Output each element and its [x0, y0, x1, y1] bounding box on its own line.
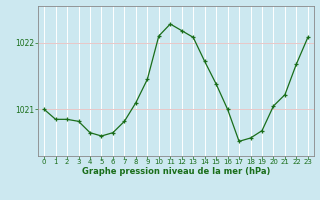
- X-axis label: Graphe pression niveau de la mer (hPa): Graphe pression niveau de la mer (hPa): [82, 167, 270, 176]
